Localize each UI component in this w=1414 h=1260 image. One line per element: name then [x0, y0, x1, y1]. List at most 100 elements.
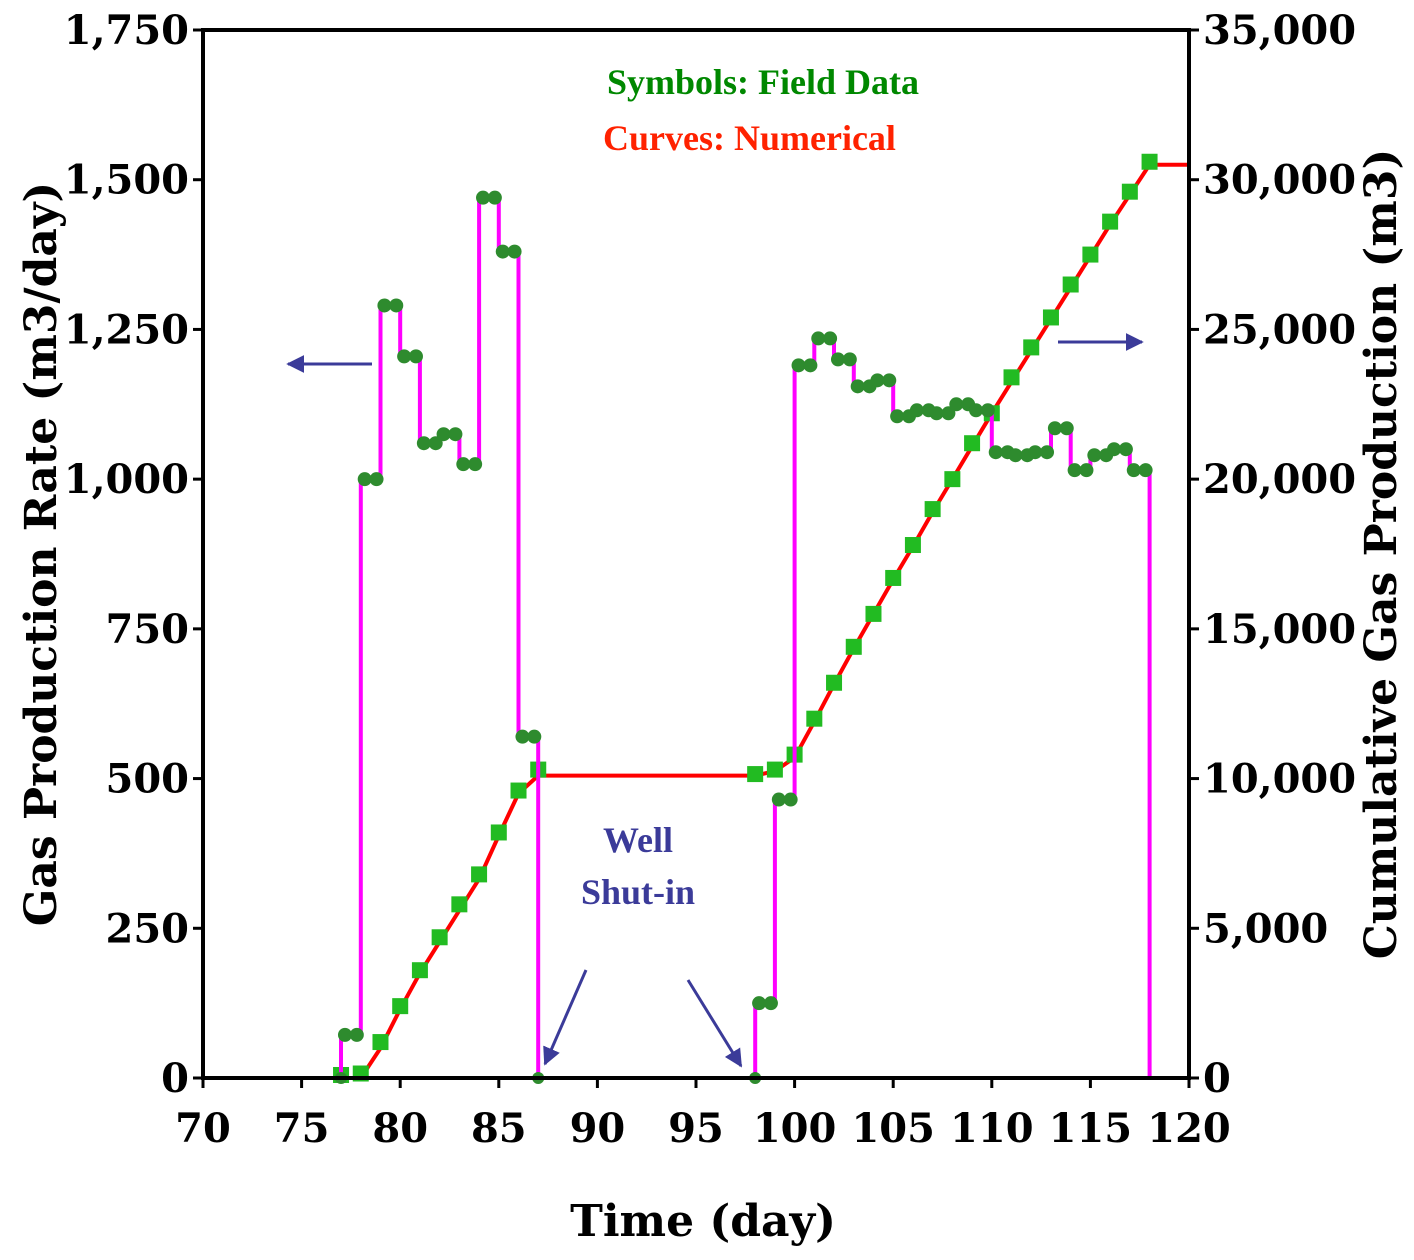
- rate-field-point: [803, 358, 818, 373]
- rate-field-point: [1008, 448, 1023, 463]
- rate-field-point: [941, 406, 956, 421]
- rate-curve-line: [203, 195, 1189, 1080]
- rate-field-point: [389, 298, 404, 313]
- cumulative-field-point: [490, 824, 507, 841]
- rate-field-point: [752, 996, 767, 1011]
- rate-field-point: [1059, 421, 1074, 436]
- cumulative-field-point: [747, 766, 764, 783]
- rate-field-point: [823, 331, 838, 346]
- x-tick-label: 90: [570, 1105, 626, 1152]
- cumulative-curve-layer: [203, 162, 1189, 1080]
- rate-field-point: [515, 729, 530, 744]
- rate-field-point: [456, 457, 471, 472]
- cumulative-field-point: [1141, 153, 1158, 170]
- rate-field-point: [929, 406, 944, 421]
- x-tick-label: 95: [668, 1105, 724, 1152]
- y-left-tick-label: 250: [106, 905, 190, 952]
- shutin-arrow-left: [543, 969, 588, 1066]
- shutin-label-line2: Shut-in: [581, 872, 695, 912]
- cumulative-field-point: [451, 896, 468, 913]
- x-tick-label: 105: [851, 1105, 935, 1152]
- y-right-tick-label: 20,000: [1203, 456, 1356, 503]
- y-left-axis-title: Gas Production Rate (m3/day): [16, 182, 67, 926]
- rate-field-point: [1067, 463, 1082, 478]
- symbols-note: Symbols: Field Data: [607, 62, 919, 102]
- x-tick-label: 85: [471, 1105, 527, 1152]
- rate-field-point: [369, 472, 384, 487]
- cumulative-field-point: [1003, 369, 1020, 386]
- rate-field-point: [980, 403, 995, 418]
- rate-field-point: [763, 996, 778, 1011]
- rate-field-point: [397, 349, 412, 364]
- cumulative-field-point: [411, 962, 428, 979]
- curves-note: Curves: Numerical: [603, 118, 896, 158]
- rate-field-point: [408, 349, 423, 364]
- y-left-tick-label: 1,500: [64, 157, 189, 204]
- y-left-tick-label: 1,750: [64, 7, 189, 54]
- rate-field-point: [791, 358, 806, 373]
- x-tick-label: 80: [372, 1105, 428, 1152]
- rate-field-point: [428, 436, 443, 451]
- y-right-tick-label: 25,000: [1203, 306, 1356, 353]
- cumulative-field-point: [924, 501, 941, 518]
- rate-field-point: [476, 190, 491, 205]
- cumulative-field-point: [471, 866, 488, 883]
- cumulative-field-point: [845, 638, 862, 655]
- y-right-tick-label: 30,000: [1203, 157, 1356, 204]
- rate-field-point: [882, 373, 897, 388]
- y-right-tick-label: 10,000: [1203, 756, 1356, 803]
- rate-field-point: [909, 403, 924, 418]
- rate-field-point: [1118, 442, 1133, 457]
- cumulative-field-point: [1082, 246, 1099, 263]
- y-left-tick-label: 1,000: [64, 456, 189, 503]
- cumulative-field-point: [944, 471, 961, 488]
- shutin-label-line1: Well: [603, 820, 673, 860]
- rate-field-point: [416, 436, 431, 451]
- rate-field-point: [337, 1027, 352, 1042]
- y-left-tick-label: 750: [106, 606, 190, 653]
- cumulative-field-point: [1023, 339, 1040, 356]
- cumulative-field-point: [431, 929, 448, 946]
- cumulative-curve-line: [203, 162, 1189, 1080]
- y-right-tick-label: 35,000: [1203, 7, 1356, 54]
- rate-field-point: [890, 409, 905, 424]
- rate-field-point: [1028, 445, 1043, 460]
- y-right-axis-title: Cumulative Gas Production (m3): [1356, 149, 1407, 960]
- rate-field-point: [1107, 442, 1122, 457]
- rate-field-point: [1079, 463, 1094, 478]
- rate-field-point: [949, 397, 964, 412]
- cumulative-marker-layer: [333, 153, 1158, 1084]
- rate-field-point: [377, 298, 392, 313]
- x-tick-label: 120: [1147, 1105, 1231, 1152]
- rate-field-point: [811, 331, 826, 346]
- rate-field-point: [527, 729, 542, 744]
- cumulative-field-point: [372, 1034, 389, 1051]
- cumulative-field-point: [964, 435, 981, 452]
- rate-field-point: [1040, 445, 1055, 460]
- cumulative-field-point: [1042, 309, 1059, 326]
- rate-field-point: [507, 244, 522, 259]
- rate-field-point: [1087, 448, 1102, 463]
- y-left-tick-label: 1,250: [64, 306, 189, 353]
- y-left-tick-label: 0: [161, 1055, 189, 1102]
- cumulative-field-point: [1062, 276, 1079, 293]
- x-tick-label: 75: [274, 1105, 330, 1152]
- cumulative-field-point: [885, 569, 902, 586]
- rate-marker-layer: [335, 190, 1153, 1084]
- rate-field-point: [969, 403, 984, 418]
- shutin-arrow-right: [686, 979, 743, 1068]
- rate-field-point: [783, 792, 798, 807]
- cumulative-field-point: [510, 782, 527, 799]
- y-right-tick-label: 0: [1203, 1055, 1231, 1102]
- rate-field-point: [495, 244, 510, 259]
- axes-layer: 70 75 80 85 90 95 100 105 110 115 12002505007501,0…: [64, 7, 1356, 1152]
- rate-field-point: [842, 352, 857, 367]
- y-right-tick-label: 5,000: [1203, 905, 1328, 952]
- x-tick-label: 115: [1049, 1105, 1133, 1152]
- cumulative-field-point: [392, 998, 409, 1015]
- rate-field-point: [1126, 463, 1141, 478]
- rate-field-point: [349, 1027, 364, 1042]
- rate-field-point: [988, 445, 1003, 460]
- rate-field-point: [436, 427, 451, 442]
